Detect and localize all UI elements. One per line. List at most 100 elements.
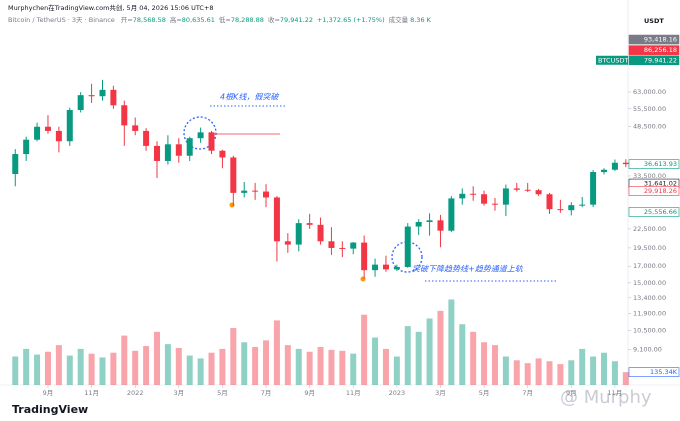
volume-bar — [535, 358, 542, 385]
price-tag: 36,613.93 — [628, 159, 680, 169]
candle-body — [55, 130, 62, 142]
x-tick-label: 2023 — [389, 389, 406, 397]
volume-bar — [197, 358, 204, 385]
price-tag-label: 93,418.16 — [644, 36, 677, 44]
annotation-circle — [391, 241, 423, 273]
volume-tag-label: 135.34K — [650, 368, 678, 376]
x-tick-label: 9月 — [43, 389, 54, 397]
candle-body — [34, 126, 41, 140]
candle-body — [164, 144, 171, 161]
candle-body — [328, 241, 335, 248]
candle-body — [88, 95, 95, 97]
volume-bar — [611, 361, 618, 385]
candle-body — [121, 105, 128, 126]
volume-bar — [350, 353, 357, 385]
volume-bar — [579, 348, 586, 385]
volume-bar — [12, 356, 19, 385]
candle-body — [12, 154, 19, 174]
candle-body — [622, 162, 629, 165]
x-tick-label: 11月 — [84, 389, 99, 397]
candle-body — [513, 188, 520, 190]
volume-bar — [557, 364, 564, 385]
candle-body — [579, 204, 586, 206]
volume-bar — [470, 331, 477, 385]
volume-bar — [426, 318, 433, 385]
candle-body — [44, 126, 51, 131]
volume-bar — [44, 351, 51, 385]
candle-body — [219, 150, 226, 158]
annotation: 4根K线，假突破 — [220, 93, 279, 102]
y-tick-label: 13,400.00 — [633, 294, 666, 302]
x-tick-label: 2022 — [127, 389, 144, 397]
volume-value: 8.36 K — [410, 16, 432, 24]
x-tick-label: 5月 — [217, 389, 228, 397]
price-tag: 86,256.18 — [628, 45, 680, 55]
volume-bar — [601, 352, 608, 385]
volume-bar — [208, 352, 215, 385]
volume-bar — [459, 324, 466, 385]
volume-bar — [77, 348, 84, 385]
x-tick-label: 9月 — [566, 389, 577, 397]
change: +1,372.65 (+1.75%) — [317, 16, 385, 24]
volume-bar — [241, 342, 248, 385]
legend-label: 开= — [121, 16, 133, 24]
currency: USDT — [644, 17, 664, 25]
volume-label: 成交量 — [389, 15, 409, 24]
candle-body — [339, 247, 346, 249]
candle-body — [601, 169, 608, 173]
price-tag-label: 36,613.93 — [644, 160, 677, 168]
volume-bar — [88, 353, 95, 385]
credit: Murphychen在TradingView.com共创, 5月 04, 202… — [8, 3, 214, 12]
x-tick-label: 3月 — [435, 389, 446, 397]
candle-body — [208, 132, 215, 151]
candle-body — [263, 191, 270, 198]
signal-dot — [360, 276, 366, 282]
candle-body — [535, 190, 542, 195]
candle-body — [143, 130, 150, 146]
price-tag: 29,918.26 — [628, 186, 680, 196]
candle-body — [448, 198, 455, 231]
candle-body — [186, 138, 193, 156]
volume-bar — [143, 346, 150, 385]
y-tick-label: 55,500.00 — [633, 105, 666, 113]
price-tag-box — [628, 55, 680, 66]
annotation-circle — [183, 116, 217, 150]
candle-body — [306, 223, 313, 225]
volume-bar — [66, 355, 73, 385]
candle-body — [372, 264, 379, 271]
volume-bar — [622, 372, 629, 385]
candle-body — [470, 193, 477, 195]
price-tag-label: 31,641.02 — [644, 180, 677, 188]
candle-body — [295, 223, 302, 245]
x-tick-label: 5月 — [479, 389, 490, 397]
y-tick-label: 11,900.00 — [633, 310, 666, 318]
volume-bar — [448, 299, 455, 385]
price-tag-name: BTCUSDT — [598, 56, 628, 64]
candle-body — [230, 157, 237, 193]
legend-value: 78,568.58 — [133, 16, 166, 24]
volume-bar — [372, 337, 379, 385]
candle-body — [66, 110, 73, 142]
price-tag-box — [628, 45, 680, 55]
volume-bar — [295, 348, 302, 385]
volume-bar — [415, 331, 422, 385]
candle-body — [404, 226, 411, 267]
volume-bar — [110, 352, 117, 385]
price-tag-box — [628, 34, 680, 45]
volume-bar — [34, 354, 41, 385]
candle-body — [132, 125, 139, 131]
candle-body — [502, 188, 509, 205]
brand: TradingView — [12, 403, 88, 416]
volume-bar — [252, 347, 259, 385]
candle-body — [546, 194, 553, 210]
volume-bar — [154, 331, 160, 385]
price-tag-label: 25,556.66 — [644, 208, 677, 216]
volume-bar — [481, 342, 488, 385]
volume-bar — [55, 345, 62, 385]
candle-body — [23, 139, 30, 155]
price-tag-box — [628, 207, 680, 217]
candle-body — [317, 224, 324, 242]
volume-bar — [284, 345, 291, 385]
price-tag: 79,941.22 BTCUSDT — [596, 55, 680, 66]
